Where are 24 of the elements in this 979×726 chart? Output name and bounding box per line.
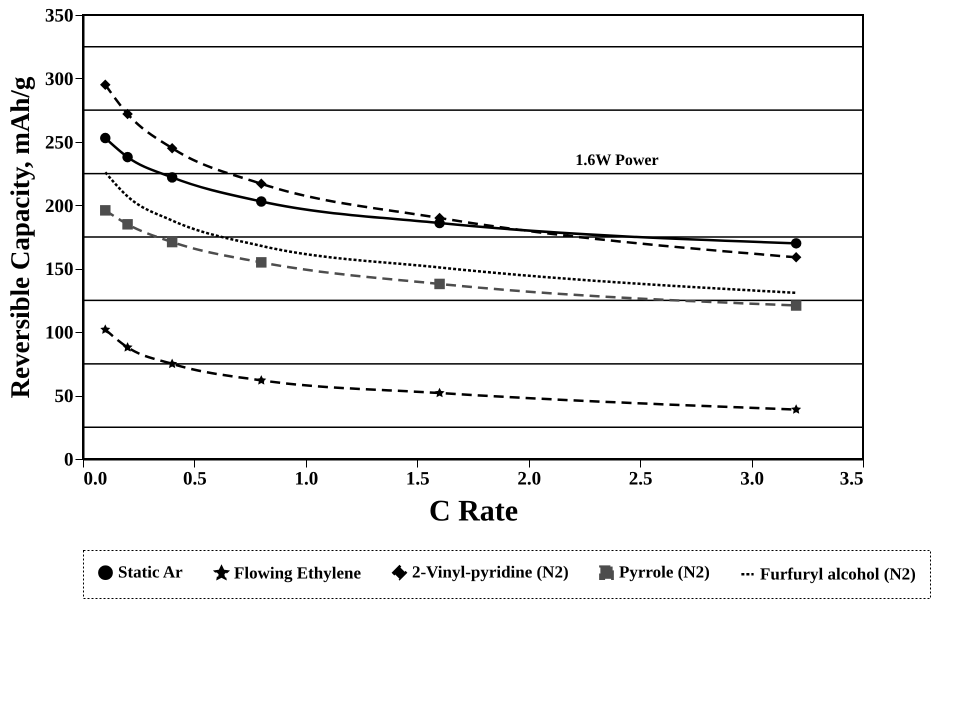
y-axis-title: Reversible Capacity, mAh/g <box>5 76 35 398</box>
x-tick-label: 2.5 <box>628 468 653 490</box>
legend-label: Flowing Ethylene <box>234 563 362 582</box>
y-tick-label: 100 <box>45 322 74 344</box>
y-tick-label: 250 <box>45 132 74 154</box>
x-tick-label: 1.0 <box>294 468 318 490</box>
y-tick-label: 200 <box>45 196 74 217</box>
x-axis-title: C Rate <box>428 494 518 528</box>
x-tick-label: 1.5 <box>406 468 430 490</box>
y-tick-label: 0 <box>64 450 74 470</box>
x-tick-label: 3.0 <box>740 468 764 490</box>
x-tick-label: 0.0 <box>84 468 108 490</box>
y-tick-label: 350 <box>45 6 74 26</box>
x-tick-label: 2.0 <box>517 468 542 490</box>
legend-label: 2-Vinyl-pyridine (N2) <box>412 562 569 582</box>
annotation: 1.6W Power <box>575 152 659 169</box>
legend-label: Static Ar <box>118 562 184 582</box>
x-tick-label: 3.5 <box>840 468 864 490</box>
x-tick-label: 0.5 <box>183 468 207 490</box>
legend-label: Furfuryl alcohol (N2) <box>760 564 916 584</box>
y-tick-label: 150 <box>45 259 74 280</box>
y-tick-label: 50 <box>54 386 74 408</box>
y-tick-label: 300 <box>45 68 74 90</box>
legend-label: Pyrrole (N2) <box>619 562 710 582</box>
